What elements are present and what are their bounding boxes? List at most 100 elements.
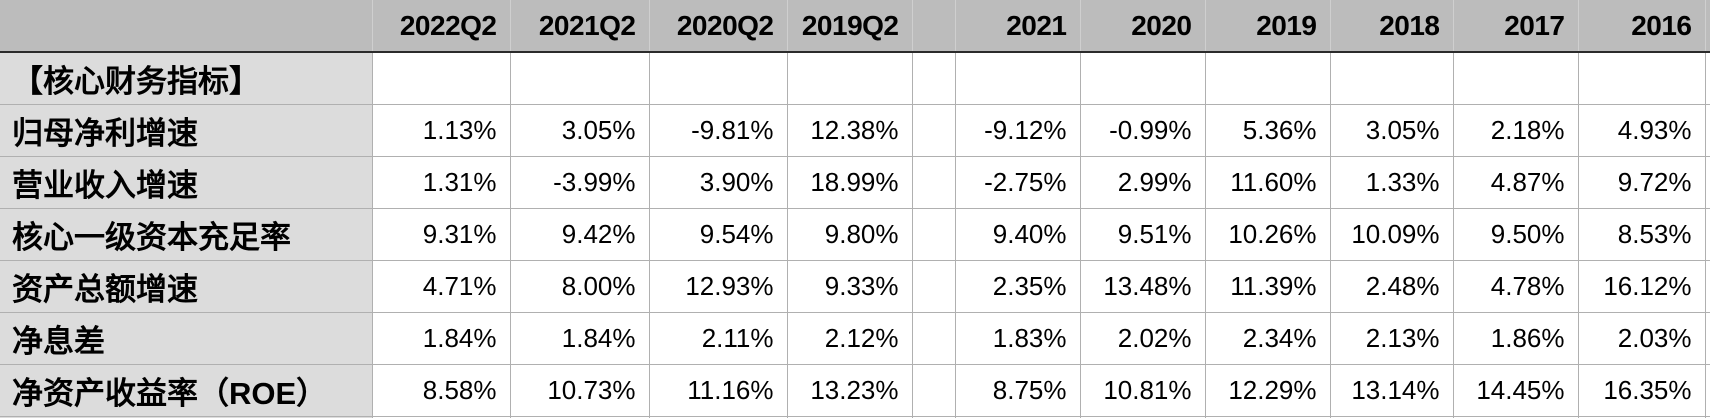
value-cell[interactable]: 11.60% — [1204, 155, 1331, 209]
value-cell[interactable]: 11.16% — [648, 363, 788, 417]
value-cell[interactable]: 2.35% — [954, 259, 1081, 313]
empty-cell — [1452, 51, 1579, 105]
clipped-cell — [1704, 311, 1710, 365]
clipped-cell — [1704, 155, 1710, 209]
value-cell[interactable]: 1.84% — [371, 311, 511, 365]
empty-cell — [509, 51, 650, 105]
value-cell[interactable]: 3.05% — [1329, 103, 1454, 157]
column-header-2021[interactable]: 2021 — [954, 0, 1080, 53]
value-cell[interactable]: 9.31% — [371, 207, 511, 261]
value-cell[interactable]: -9.12% — [954, 103, 1081, 157]
empty-cell — [1079, 51, 1206, 105]
row-label-cell[interactable]: 资产总额增速 — [0, 259, 373, 313]
value-cell[interactable]: 9.33% — [786, 259, 913, 313]
value-cell[interactable]: 8.58% — [371, 363, 511, 417]
column-header-2020q2[interactable]: 2020Q2 — [648, 0, 787, 53]
empty-cell — [954, 51, 1081, 105]
value-cell[interactable]: 13.14% — [1329, 363, 1454, 417]
value-cell[interactable]: 1.33% — [1329, 155, 1454, 209]
value-cell[interactable]: 4.78% — [1452, 259, 1579, 313]
clipped-cell — [1704, 207, 1710, 261]
row-label-cell[interactable]: 净资产收益率（ROE） — [0, 363, 373, 417]
spacer-cell — [911, 103, 956, 157]
clipped-header-cell — [1704, 0, 1710, 53]
value-cell[interactable]: 2.11% — [648, 311, 788, 365]
column-header-2017[interactable]: 2017 — [1452, 0, 1578, 53]
value-cell[interactable]: 9.54% — [648, 207, 788, 261]
value-cell[interactable]: 10.26% — [1204, 207, 1331, 261]
value-cell[interactable]: 2.03% — [1577, 311, 1706, 365]
value-cell[interactable]: 2.18% — [1452, 103, 1579, 157]
column-header-2021q2[interactable]: 2021Q2 — [509, 0, 649, 53]
value-cell[interactable]: 10.73% — [509, 363, 650, 417]
corner-header-cell[interactable] — [0, 0, 372, 53]
value-cell[interactable]: 2.12% — [786, 311, 913, 365]
value-cell[interactable]: 9.51% — [1079, 207, 1206, 261]
value-cell[interactable]: 1.83% — [954, 311, 1081, 365]
column-header-2022q2[interactable]: 2022Q2 — [371, 0, 510, 53]
value-cell[interactable]: -3.99% — [509, 155, 650, 209]
value-cell[interactable]: -0.99% — [1079, 103, 1206, 157]
clipped-cell — [1704, 415, 1710, 418]
row-label-cell[interactable]: 归母净利增速 — [0, 103, 373, 157]
value-cell[interactable]: 8.53% — [1577, 207, 1706, 261]
value-cell[interactable]: 9.50% — [1452, 207, 1579, 261]
spacer-header-cell — [911, 0, 955, 53]
value-cell[interactable]: 5.36% — [1204, 103, 1331, 157]
column-header-2019q2[interactable]: 2019Q2 — [786, 0, 912, 53]
value-cell[interactable]: 9.80% — [786, 207, 913, 261]
value-cell[interactable]: 1.86% — [1452, 311, 1579, 365]
value-cell[interactable]: 9.40% — [954, 207, 1081, 261]
table-row-roe: 净资产收益率（ROE） 8.58% 10.73% 11.16% 13.23% 8… — [0, 363, 1710, 417]
value-cell[interactable]: 12.29% — [1204, 363, 1331, 417]
value-cell[interactable]: 4.87% — [1452, 155, 1579, 209]
empty-cell — [371, 51, 511, 105]
value-cell[interactable]: 10.09% — [1329, 207, 1454, 261]
value-cell[interactable]: 4.71% — [371, 259, 511, 313]
value-cell[interactable]: 12.93% — [648, 259, 788, 313]
value-cell[interactable]: 3.05% — [509, 103, 650, 157]
clipped-bottom-row — [0, 415, 1710, 418]
value-cell[interactable]: 12.38% — [786, 103, 913, 157]
value-cell[interactable]: 18.99% — [786, 155, 913, 209]
value-cell[interactable]: 14.45% — [1452, 363, 1579, 417]
column-header-2020[interactable]: 2020 — [1079, 0, 1205, 53]
value-cell[interactable]: 9.42% — [509, 207, 650, 261]
value-cell[interactable]: 1.31% — [371, 155, 511, 209]
value-cell[interactable]: 2.13% — [1329, 311, 1454, 365]
value-cell[interactable]: 1.13% — [371, 103, 511, 157]
section-title-cell[interactable]: 【核心财务指标】 — [0, 51, 373, 105]
row-label-cell[interactable]: 净息差 — [0, 311, 373, 365]
value-cell[interactable]: 16.35% — [1577, 363, 1706, 417]
clipped-cell — [1704, 103, 1710, 157]
value-cell[interactable]: 4.93% — [1577, 103, 1706, 157]
value-cell[interactable]: -2.75% — [954, 155, 1081, 209]
value-cell[interactable]: 8.00% — [509, 259, 650, 313]
value-cell[interactable]: 3.90% — [648, 155, 788, 209]
column-header-2018[interactable]: 2018 — [1329, 0, 1453, 53]
empty-cell — [648, 51, 788, 105]
value-cell[interactable]: 9.72% — [1577, 155, 1706, 209]
clipped-cell — [1704, 51, 1710, 105]
empty-cell — [1577, 51, 1706, 105]
row-label-cell[interactable]: 核心一级资本充足率 — [0, 207, 373, 261]
value-cell[interactable]: 1.84% — [509, 311, 650, 365]
spacer-cell — [911, 51, 956, 105]
value-cell[interactable]: 10.81% — [1079, 363, 1206, 417]
column-header-2016[interactable]: 2016 — [1577, 0, 1705, 53]
value-cell[interactable]: 8.75% — [954, 363, 1081, 417]
value-cell[interactable]: 2.02% — [1079, 311, 1206, 365]
value-cell[interactable]: 16.12% — [1577, 259, 1706, 313]
value-cell[interactable]: -9.81% — [648, 103, 788, 157]
value-cell[interactable]: 11.39% — [1204, 259, 1331, 313]
value-cell[interactable]: 13.48% — [1079, 259, 1206, 313]
spacer-cell — [911, 311, 956, 365]
value-cell[interactable]: 2.48% — [1329, 259, 1454, 313]
row-label-cell[interactable]: 营业收入增速 — [0, 155, 373, 209]
clipped-cell — [1704, 259, 1710, 313]
value-cell[interactable]: 13.23% — [786, 363, 913, 417]
value-cell[interactable]: 2.99% — [1079, 155, 1206, 209]
column-header-2019[interactable]: 2019 — [1204, 0, 1330, 53]
value-cell[interactable]: 2.34% — [1204, 311, 1331, 365]
